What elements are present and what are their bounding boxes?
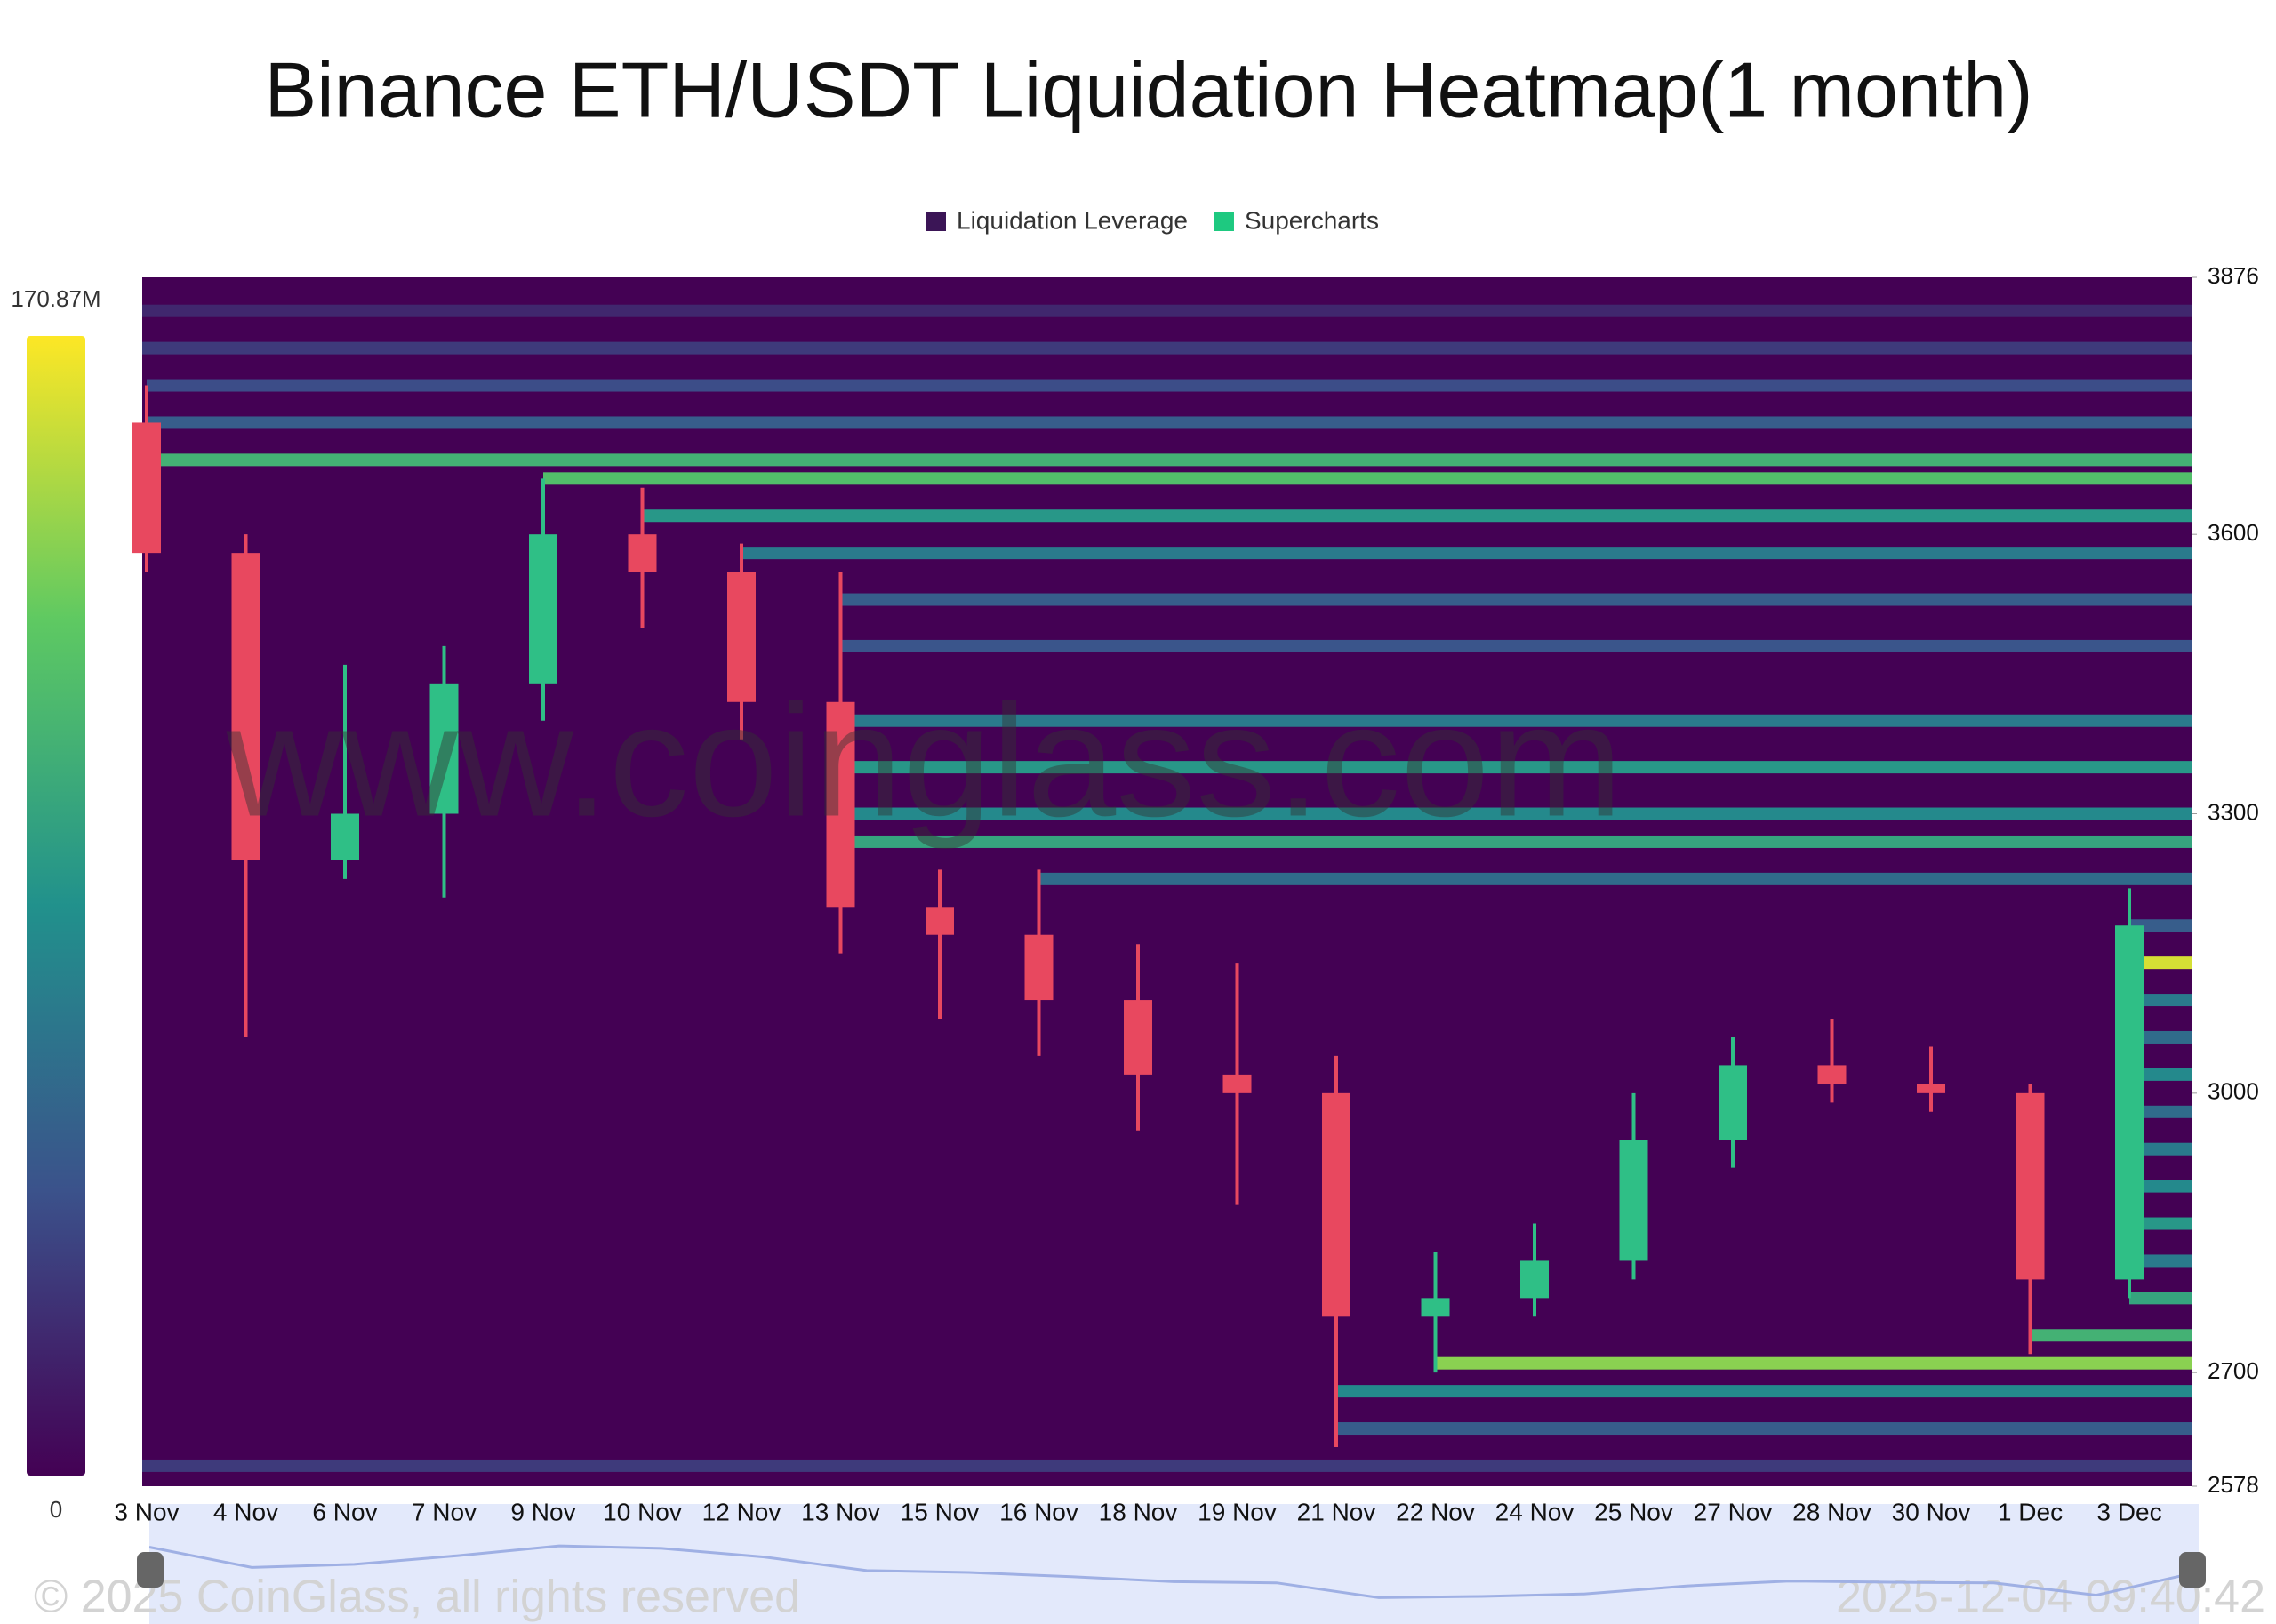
liquidation-band <box>2129 1105 2192 1118</box>
x-tick-label: 4 Nov <box>213 1498 278 1525</box>
liquidation-band <box>741 547 2192 560</box>
x-tick-label: 13 Nov <box>801 1498 880 1525</box>
liquidation-band <box>2129 1292 2192 1305</box>
x-tick-label: 6 Nov <box>312 1498 377 1525</box>
chart-title: Binance ETH/USDT Liquidation Heatmap(1 m… <box>264 45 2032 133</box>
liquidation-band <box>2129 956 2192 970</box>
y-tick-label: 3300 <box>2208 798 2259 825</box>
candle-body <box>132 422 161 554</box>
candle-body <box>1024 934 1054 1001</box>
x-tick-label: 27 Nov <box>1694 1498 1773 1525</box>
navigator <box>149 1504 2199 1624</box>
liquidation-band <box>2129 1217 2192 1230</box>
liquidation-band <box>142 341 2192 355</box>
x-tick-label: 28 Nov <box>1792 1498 1871 1525</box>
candle-body <box>926 907 954 935</box>
y-tick-label: 3876 <box>2208 262 2259 289</box>
liquidation-band <box>142 1459 2192 1472</box>
x-tick-label: 15 Nov <box>901 1498 980 1525</box>
legend-label: Liquidation Leverage <box>957 206 1188 234</box>
x-tick-label: 3 Dec <box>2096 1498 2161 1525</box>
candle-body <box>1619 1140 1648 1261</box>
colorbar-label: 170.87M <box>11 285 100 312</box>
liquidation-band <box>2129 1142 2192 1156</box>
liquidation-band <box>2030 1329 2192 1342</box>
x-tick-label: 16 Nov <box>999 1498 1078 1525</box>
x-tick-label: 12 Nov <box>702 1498 781 1525</box>
y-tick-label: 2700 <box>2208 1357 2259 1384</box>
legend-label: Supercharts <box>1245 206 1379 234</box>
navigator-line <box>148 1544 2200 1599</box>
liquidation-band <box>2129 1180 2192 1193</box>
legend-swatch <box>1214 212 1234 231</box>
liquidation-band <box>1038 872 2192 885</box>
candle-body <box>1421 1298 1450 1317</box>
candle-body <box>231 553 260 860</box>
liquidation-band <box>543 472 2192 485</box>
x-tick-label: 21 Nov <box>1297 1498 1376 1525</box>
x-tick-label: 25 Nov <box>1594 1498 1673 1525</box>
y-tick-label: 3600 <box>2208 519 2259 546</box>
liquidation-band <box>2129 919 2192 932</box>
navigator-handle <box>137 1552 164 1588</box>
candle-body <box>1222 1074 1252 1093</box>
liquidation-band <box>2129 994 2192 1007</box>
candle-body <box>1124 1000 1152 1075</box>
candle-body <box>826 701 855 908</box>
candle-body <box>1917 1084 1945 1093</box>
x-tick-label: 30 Nov <box>1892 1498 1971 1525</box>
liquidation-band <box>147 416 2192 429</box>
x-tick-label: 3 Nov <box>114 1498 179 1525</box>
candle-body <box>727 572 756 702</box>
x-tick-label: 24 Nov <box>1495 1498 1575 1525</box>
candle-body <box>331 813 359 860</box>
x-tick-label: 9 Nov <box>510 1498 575 1525</box>
liquidation-band <box>2129 1254 2192 1268</box>
liquidation-band <box>2129 1030 2192 1044</box>
x-tick-label: 18 Nov <box>1099 1498 1178 1525</box>
liquidation-band <box>1336 1422 2192 1436</box>
colorbar-label: 0 <box>50 1496 62 1523</box>
candle-body <box>2115 925 2144 1280</box>
candle-body <box>1719 1065 1747 1140</box>
candle-body <box>1817 1065 1847 1084</box>
legend-swatch <box>926 212 946 231</box>
liquidation-band <box>840 714 2192 727</box>
y-tick-label: 3000 <box>2208 1078 2259 1105</box>
x-tick-label: 22 Nov <box>1396 1498 1475 1525</box>
liquidation-band <box>840 639 2192 652</box>
navigator-handle <box>2179 1552 2206 1588</box>
y-tick-label: 2578 <box>2208 1471 2259 1498</box>
liquidation-band <box>147 379 2192 392</box>
x-tick-label: 1 Dec <box>1998 1498 2063 1525</box>
liquidation-band <box>1435 1356 2192 1370</box>
colorbar <box>27 336 85 1476</box>
liquidation-band <box>2129 1068 2192 1081</box>
liquidation-band <box>840 807 2192 820</box>
candle-body <box>2016 1092 2045 1280</box>
liquidation-band <box>142 304 2192 317</box>
candle-body <box>1520 1260 1549 1299</box>
liquidation-band <box>642 509 2192 523</box>
x-tick-label: 10 Nov <box>603 1498 682 1525</box>
liquidation-band <box>1336 1385 2192 1398</box>
plot <box>132 304 2192 1472</box>
candle-body <box>628 534 657 572</box>
candle-body <box>1322 1092 1350 1317</box>
watermark: www.coinglass.com <box>226 672 1623 851</box>
liquidation-band <box>840 761 2192 774</box>
liquidation-band <box>840 593 2192 606</box>
liquidation-band <box>147 453 2192 467</box>
candle-body <box>529 534 557 684</box>
liquidation-band <box>840 835 2192 848</box>
candle-body <box>429 683 459 814</box>
x-tick-label: 19 Nov <box>1198 1498 1277 1525</box>
x-tick-label: 7 Nov <box>412 1498 477 1525</box>
